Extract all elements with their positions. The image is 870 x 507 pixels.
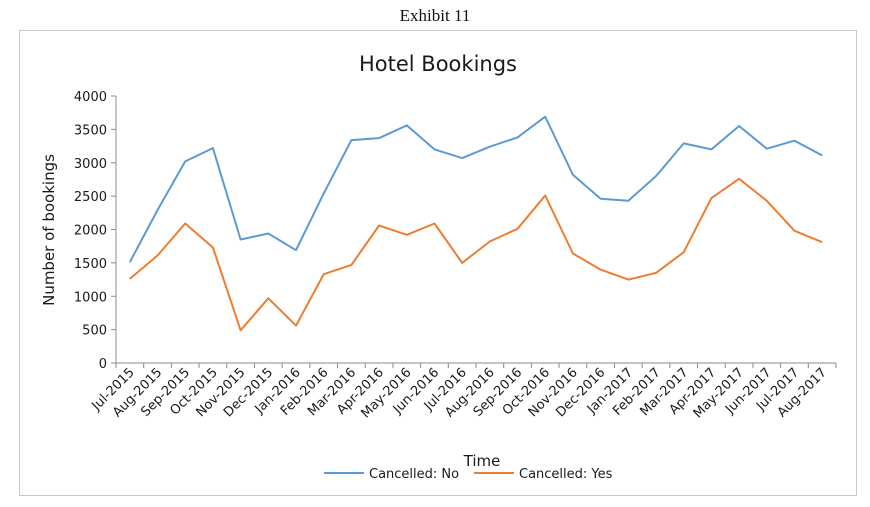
- line-chart: Hotel Bookings 0 500 1000 1500 2000 2500 3000 3…: [40, 52, 837, 482]
- y-tick-label: 500: [82, 324, 107, 339]
- series-layer: [128, 115, 823, 332]
- series-line: [128, 115, 823, 263]
- y-tick-label: 0: [99, 357, 107, 372]
- y-axis: 0 500 1000 1500 2000 2500 3000 3500 4000: [74, 90, 117, 372]
- y-tick-label: 2000: [74, 224, 107, 239]
- legend: Cancelled: No Cancelled: Yes: [324, 467, 613, 482]
- y-tick-label: 1000: [74, 290, 107, 305]
- y-tick-label: 1500: [74, 257, 107, 272]
- y-tick-label: 4000: [74, 90, 107, 105]
- legend-label: Cancelled: No: [369, 467, 459, 482]
- legend-label: Cancelled: Yes: [519, 467, 613, 482]
- x-axis: Jul-2015Aug-2015Sep-2015Oct-2015Nov-2015…: [89, 362, 837, 421]
- series-line: [129, 177, 823, 332]
- y-tick-label: 3000: [74, 157, 107, 172]
- y-axis-title: Number of bookings: [40, 154, 58, 306]
- chart-frame: Hotel Bookings 0 500 1000 1500 2000 2500 3000 3…: [19, 30, 857, 496]
- y-tick-label: 2500: [74, 190, 107, 205]
- x-axis-title: Time: [463, 452, 501, 470]
- exhibit-label: Exhibit 11: [399, 6, 471, 25]
- y-tick-label: 3500: [74, 123, 107, 138]
- chart-title: Hotel Bookings: [359, 52, 517, 76]
